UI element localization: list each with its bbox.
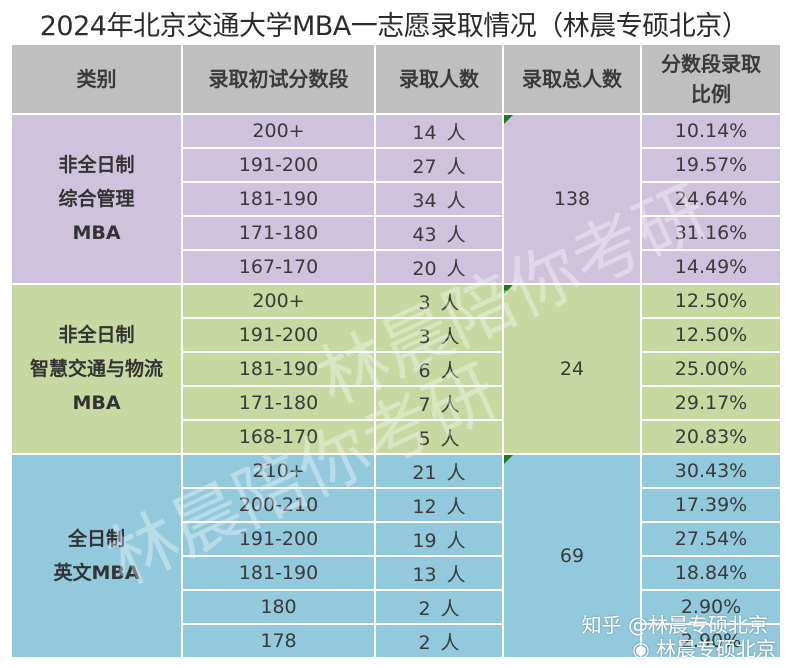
weibo-icon: ◉ — [632, 637, 656, 661]
category-cell: 非全日制智慧交通与物流 MBA — [12, 285, 181, 453]
score-range-cell: 200+ — [183, 285, 374, 317]
ratio-cell: 12.50% — [642, 319, 780, 351]
count-cell: 19 人 — [376, 523, 502, 555]
category-line: 全日制 — [67, 528, 125, 550]
category-line: 非全日制 — [58, 154, 135, 176]
score-range-cell: 178 — [183, 625, 374, 657]
table-row: 168-170 5 人 20.83% — [12, 421, 780, 453]
category-line: 综合管理 — [58, 188, 135, 210]
weibo-credit: ◉ 林晨专硕北京 — [632, 637, 776, 661]
category-line: 英文MBA — [53, 562, 140, 584]
score-range-cell: 191-200 — [183, 523, 374, 555]
page-title: 2024年北京交通大学MBA一志愿录取情况（林晨专硕北京） — [39, 11, 749, 42]
ratio-cell: 25.00% — [642, 353, 780, 385]
ratio-cell: 24.64% — [642, 183, 780, 215]
ratio-cell: 31.16% — [642, 217, 780, 249]
total-cell: 69 — [504, 455, 640, 657]
score-range-cell: 171-180 — [183, 217, 374, 249]
ratio-cell: 2.90% — [642, 591, 780, 623]
category-line: 非全日制 — [58, 324, 135, 346]
admission-table: 类别 录取初试分数段 录取人数 录取总人数 分数段录取 比例 非全日制 综合管理 MB… — [10, 43, 782, 659]
category-cell: 非全日制综合管理 MBA — [12, 115, 181, 283]
table-row: 178 2 人 2.90% — [12, 625, 780, 657]
score-range-cell: 200+ — [183, 115, 374, 147]
ratio-cell: 27.54% — [642, 523, 780, 555]
total-cell: 138 — [504, 115, 640, 283]
ratio-cell: 14.49% — [642, 251, 780, 283]
count-cell: 20 人 — [376, 251, 502, 283]
table-row: 181-190 6 人 25.00% — [12, 353, 780, 385]
table-row: 171-180 7 人 29.17% — [12, 387, 780, 419]
table-row: 全日制 英文MBA 210+ 21 人 69 30.43% — [12, 455, 780, 657]
count-cell: 43 人 — [376, 217, 502, 249]
ratio-cell: 10.14% — [642, 115, 780, 147]
ratio-cell: 30.43% — [642, 455, 780, 487]
count-cell: 14 人 — [376, 115, 502, 147]
ratio-cell: 18.84% — [642, 557, 780, 589]
ratio-cell: 12.50% — [642, 285, 780, 317]
score-range-cell: 181-190 — [183, 353, 374, 385]
table-row: 非全日制综合管理 MBA 200+ 14 人 138 10.14% — [12, 115, 780, 283]
count-cell: 21 人 — [376, 455, 502, 487]
table-row: 181-190 13 人 18.84% — [12, 557, 780, 589]
score-range-cell: 171-180 — [183, 387, 374, 419]
category-line: MBA — [72, 222, 121, 244]
score-range-cell: 191-200 — [183, 149, 374, 181]
table-row: 181-190 34 人 24.64% — [12, 183, 780, 215]
score-range-cell: 181-190 — [183, 183, 374, 215]
score-range-cell: 180 — [183, 591, 374, 623]
category-line: MBA — [72, 392, 121, 414]
score-range-cell: 181-190 — [183, 557, 374, 589]
table-row: 167-170 20 人 14.49% — [12, 251, 780, 283]
table-row: 191-200 19 人 27.54% — [12, 523, 780, 555]
ratio-cell: 29.17% — [642, 387, 780, 419]
count-cell: 12 人 — [376, 489, 502, 521]
table-row: 171-180 43 人 31.16% — [12, 217, 780, 249]
ratio-cell: 19.57% — [642, 149, 780, 181]
count-cell: 13 人 — [376, 557, 502, 589]
score-range-cell: 191-200 — [183, 319, 374, 351]
table-row: 191-200 27 人 19.57% — [12, 149, 780, 181]
header-row: 类别 录取初试分数段 录取人数 录取总人数 分数段录取 比例 — [12, 45, 780, 113]
header-ratio: 分数段录取 比例 — [642, 45, 780, 113]
table-row: 非全日制智慧交通与物流 MBA 200+ 3 人 24 12.50% — [12, 285, 780, 453]
score-range-cell: 167-170 — [183, 251, 374, 283]
comment-marker-icon — [504, 285, 513, 294]
header-score-range: 录取初试分数段 — [183, 45, 374, 113]
header-category: 类别 — [12, 45, 181, 113]
category-cell: 全日制英文MBA — [12, 455, 181, 657]
ratio-cell: 17.39% — [642, 489, 780, 521]
table-row: 191-200 3 人 12.50% — [12, 319, 780, 351]
count-cell: 34 人 — [376, 183, 502, 215]
zhihu-credit: 知乎 @林晨专硕北京 — [581, 613, 768, 637]
comment-marker-icon — [504, 455, 513, 464]
table-row: 200-210 12 人 17.39% — [12, 489, 780, 521]
score-range-cell: 200-210 — [183, 489, 374, 521]
ratio-cell: 20.83% — [642, 421, 780, 453]
header-total: 录取总人数 — [504, 45, 640, 113]
score-range-cell: 168-170 — [183, 421, 374, 453]
table-row: 180 2 人 2.90% — [12, 591, 780, 623]
ratio-cell: 2.90% — [642, 625, 780, 657]
category-line: 智慧交通与物流 — [29, 358, 163, 380]
header-count: 录取人数 — [376, 45, 502, 113]
score-range-cell: 210+ — [183, 455, 374, 487]
total-cell: 24 — [504, 285, 640, 453]
count-cell: 27 人 — [376, 149, 502, 181]
comment-marker-icon — [504, 115, 513, 124]
